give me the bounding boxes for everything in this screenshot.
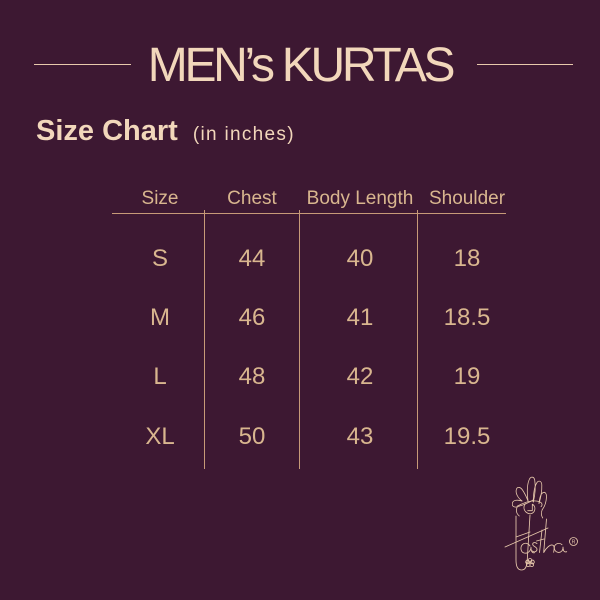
- svg-text:R: R: [572, 540, 576, 546]
